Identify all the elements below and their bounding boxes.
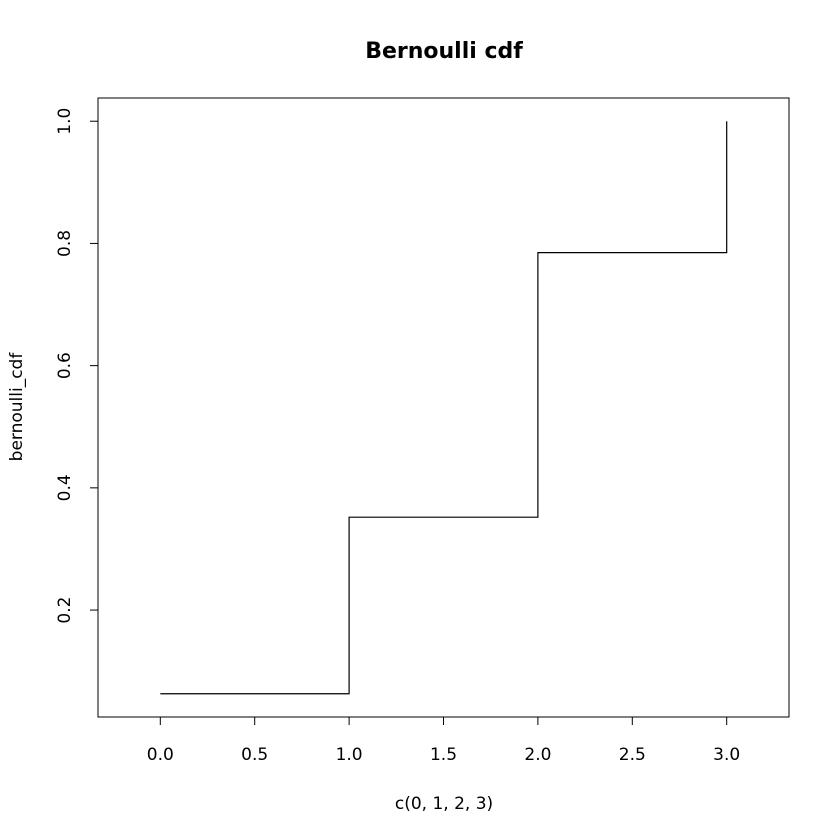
y-tick-label: 0.4 [55,474,75,501]
x-tick-label: 2.5 [619,745,646,765]
x-axis-label: c(0, 1, 2, 3) [395,794,493,814]
plot-frame [97,97,790,718]
x-tick-label: 2.0 [524,745,551,765]
y-tick-label: 0.6 [55,352,75,379]
chart-title: Bernoulli cdf [365,39,523,64]
x-tick-label: 1.5 [430,745,457,765]
x-tick-label: 3.0 [713,745,740,765]
y-tick-label: 0.8 [55,230,75,257]
x-tick-label: 1.0 [336,745,363,765]
x-tick-label: 0.0 [147,745,174,765]
x-tick-label: 0.5 [241,745,268,765]
y-tick-label: 1.0 [55,108,75,135]
cdf-step-line [160,121,728,695]
y-tick-label: 0.2 [55,597,75,624]
x-axis: 0.0 0.5 1.0 1.5 2.0 2.5 3.0 [147,717,740,765]
y-axis-label: bernoulli_cdf [7,352,27,462]
y-axis: 0.2 0.4 0.6 0.8 1.0 [55,108,98,624]
